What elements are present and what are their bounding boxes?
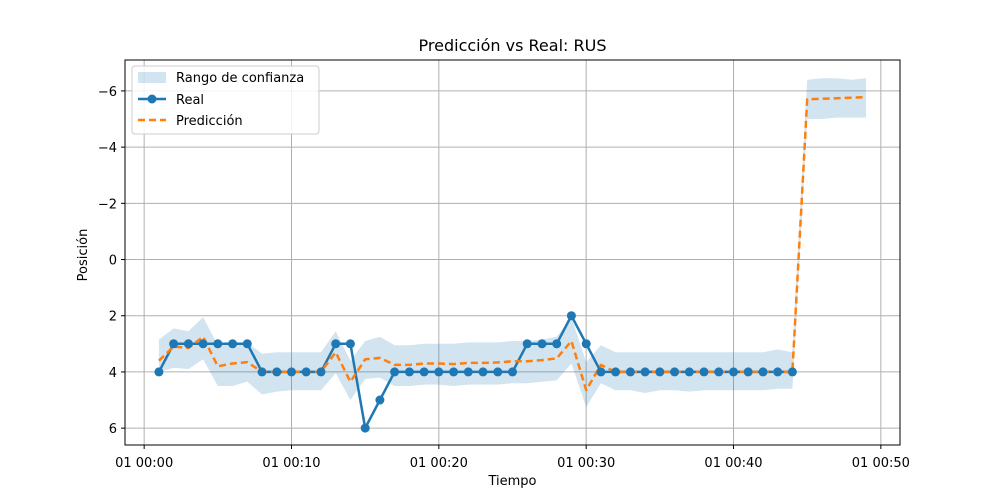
confidence-band-group	[158, 78, 867, 408]
legend-box	[131, 65, 320, 135]
real-point	[522, 339, 532, 349]
real-point	[508, 367, 517, 377]
real-point	[773, 367, 783, 377]
real-point	[419, 367, 429, 377]
real-point	[434, 367, 444, 377]
real-point	[684, 367, 694, 377]
x-tick-label: 01 00:00	[115, 456, 173, 471]
real-point	[463, 367, 473, 377]
x-tick-label: 01 00:50	[852, 456, 910, 471]
real-point	[375, 395, 385, 405]
real-point	[390, 367, 400, 377]
real-point	[758, 367, 768, 377]
x-tick-label: 01 00:40	[704, 456, 762, 471]
x-tick-label: 01 00:20	[410, 456, 468, 471]
real-point	[316, 367, 326, 377]
legend-swatch-band	[138, 72, 166, 83]
real-point	[655, 367, 665, 377]
real-point	[242, 339, 252, 349]
y-tick-label: 2	[109, 310, 117, 325]
real-point	[169, 339, 179, 349]
real-point	[287, 367, 296, 377]
x-axis-title: Tiempo	[487, 474, 536, 489]
real-point	[787, 367, 797, 377]
real-point	[537, 339, 547, 349]
x-ticks: 01 00:00 01 00:10 01 00:20 01 00:30 01 00:40…	[115, 445, 910, 471]
y-tick-label: 4	[109, 366, 117, 381]
legend-label-real: Real	[176, 93, 204, 108]
real-point	[743, 367, 753, 377]
real-point	[213, 339, 223, 349]
real-point	[699, 367, 709, 377]
real-point	[596, 367, 606, 377]
real-point	[228, 339, 238, 349]
real-point	[449, 367, 459, 377]
real-point	[581, 339, 591, 349]
confidence-band	[158, 78, 867, 408]
real-point	[272, 367, 282, 377]
real-point	[154, 367, 164, 377]
real-point	[729, 367, 738, 377]
real-point	[331, 339, 341, 349]
real-point	[404, 367, 414, 377]
y-tick-label: 6	[109, 422, 117, 437]
y-tick-label: 0	[109, 254, 117, 269]
real-point	[478, 367, 488, 377]
x-tick-label: 01 00:30	[557, 456, 615, 471]
chart-title: Predicción vs Real: RUS	[419, 36, 607, 55]
real-point	[301, 367, 311, 377]
grid	[125, 60, 900, 445]
y-tick-label: −2	[98, 197, 117, 212]
y-ticks: 6 4 2 0 −2 −4 −6	[98, 85, 125, 437]
real-point	[714, 367, 724, 377]
legend-label-band: Rango de confianza	[176, 71, 304, 86]
legend-label-prediction: Predicción	[176, 114, 243, 129]
y-tick-label: −6	[98, 85, 117, 100]
real-point	[566, 311, 576, 321]
real-point	[670, 367, 680, 377]
real-points-group	[154, 311, 797, 433]
legend-marker-real	[147, 94, 157, 104]
legend: Rango de confianza Real Predicción	[131, 65, 320, 135]
real-point	[611, 367, 621, 377]
real-point	[198, 339, 208, 349]
real-point	[360, 423, 370, 433]
real-point	[552, 339, 562, 349]
real-point	[625, 367, 635, 377]
real-point	[345, 339, 355, 349]
x-tick-label: 01 00:10	[262, 456, 320, 471]
plot-frame	[124, 59, 901, 446]
real-point	[183, 339, 193, 349]
real-point	[640, 367, 650, 377]
y-axis-title: Posición	[76, 229, 91, 282]
real-point	[493, 367, 503, 377]
real-point	[257, 367, 267, 377]
y-tick-label: −4	[98, 141, 117, 156]
